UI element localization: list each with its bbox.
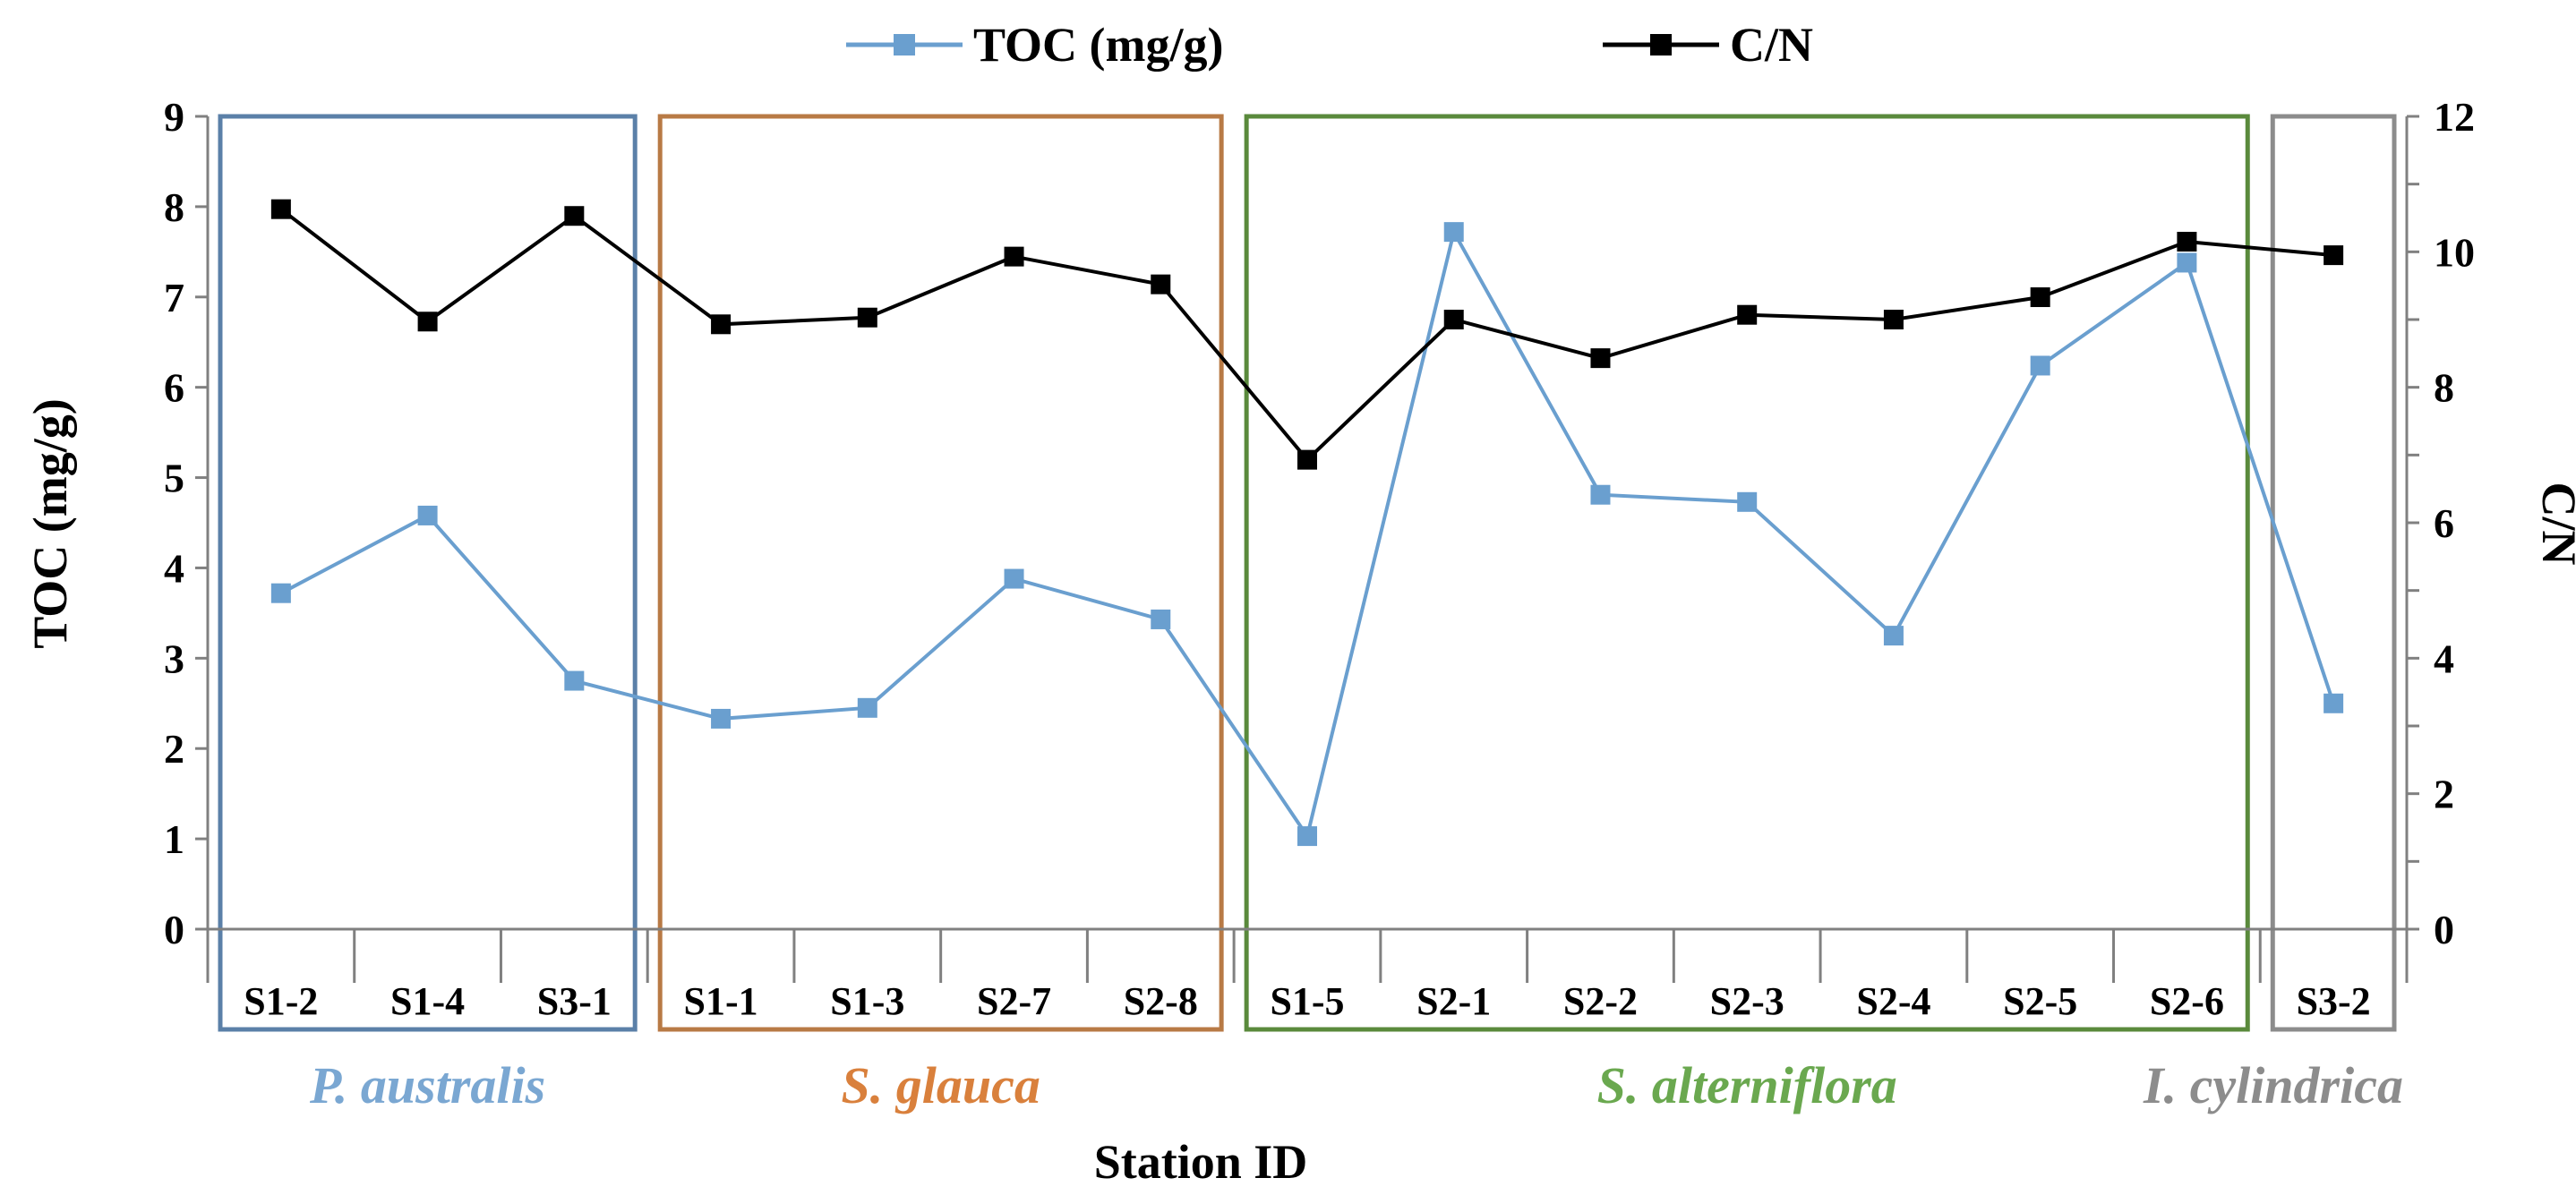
data-point [270, 199, 291, 219]
y-tick-label: 3 [164, 636, 184, 681]
data-point [1883, 626, 1904, 646]
data-point [711, 708, 732, 729]
x-tick-label: S1-4 [390, 979, 465, 1023]
y-tick-label: 8 [164, 184, 184, 230]
x-tick-label: S3-2 [2297, 979, 2371, 1023]
y-tick-label: 2 [164, 726, 184, 772]
x-tick-label: S2-6 [2150, 979, 2224, 1023]
legend-label: C/N [1730, 18, 1813, 72]
data-point [1151, 609, 1171, 629]
data-point [1297, 826, 1317, 847]
y-tick-label: 9 [164, 94, 184, 140]
group-box [657, 114, 1224, 1032]
x-tick-label: S2-4 [1856, 979, 1930, 1023]
x-tick-label: S1-5 [1270, 979, 1344, 1023]
y-tick-label: 6 [164, 365, 184, 411]
data-point [2324, 693, 2344, 713]
series-line [279, 226, 2336, 841]
x-tick-label: S1-1 [684, 979, 758, 1023]
y-tick-label: 7 [164, 275, 184, 320]
group-box [2270, 114, 2397, 1032]
x-tick-label: S1-2 [244, 979, 318, 1023]
x-tick-label: S2-1 [1416, 979, 1491, 1023]
y-axis-title: TOC (mg/g) [23, 398, 77, 649]
y-tick-label: 0 [164, 907, 184, 952]
y2-tick-label: 6 [2434, 500, 2454, 546]
x-tick-label: S1-3 [830, 979, 904, 1023]
x-tick-label: S2-8 [1124, 979, 1198, 1023]
y2-tick-label: 8 [2434, 365, 2454, 411]
series [270, 199, 2344, 847]
y2-tick-label: 12 [2434, 94, 2475, 140]
legend: TOC (mg/g) C/N [846, 18, 1813, 72]
data-point [857, 697, 877, 718]
data-point [564, 670, 585, 691]
x-tick-label: S2-7 [977, 979, 1051, 1023]
group-boxes: P. australis S. glauca S. alterniflora I. c… [218, 114, 2403, 1114]
legend-marker [1650, 34, 1672, 55]
group-box [1244, 114, 2250, 1032]
data-point [2177, 231, 2197, 252]
x-axis-title: Station ID [1094, 1135, 1308, 1189]
x-tick-label: S2-2 [1563, 979, 1638, 1023]
data-point [1883, 310, 1904, 329]
data-point [1737, 304, 1758, 325]
group-label: S. alterniflora [1597, 1056, 1897, 1114]
y-tick-label: 4 [164, 545, 184, 591]
group-label: S. glauca [841, 1056, 1040, 1114]
data-point [417, 505, 438, 525]
x-tick-label: S2-3 [1710, 979, 1784, 1023]
group-label: I. cylindrica [2143, 1056, 2403, 1114]
x-tick-label: S3-1 [537, 979, 612, 1023]
data-point [1443, 222, 1464, 243]
data-point [1297, 449, 1317, 470]
data-point [1151, 274, 1171, 294]
data-point [2324, 245, 2344, 266]
series-line [279, 208, 2334, 463]
legend-label: TOC (mg/g) [973, 18, 1224, 72]
data-point [564, 206, 585, 226]
y2-tick-label: 2 [2434, 772, 2454, 817]
data-point [711, 314, 732, 335]
data-point [2030, 287, 2050, 308]
y2-tick-label: 4 [2434, 636, 2454, 681]
data-point [857, 307, 877, 328]
data-point [2030, 355, 2050, 376]
data-point [417, 312, 438, 332]
data-point [1004, 568, 1024, 589]
y2-tick-label: 10 [2434, 229, 2475, 275]
group-box [218, 114, 638, 1032]
group-label: P. australis [309, 1056, 545, 1114]
y-tick-label: 5 [164, 456, 184, 501]
data-point [270, 583, 291, 603]
data-point [2177, 252, 2197, 273]
data-point [1443, 310, 1464, 329]
y2-axis-title: C/N [2532, 482, 2576, 566]
y2-tick-label: 0 [2434, 907, 2454, 952]
x-tick-label: S2-5 [2003, 979, 2077, 1023]
data-point [1590, 348, 1611, 369]
legend-marker [894, 34, 915, 55]
data-point [1590, 484, 1611, 505]
data-point [1737, 491, 1758, 512]
data-point [1004, 246, 1024, 267]
y-tick-label: 1 [164, 816, 184, 862]
